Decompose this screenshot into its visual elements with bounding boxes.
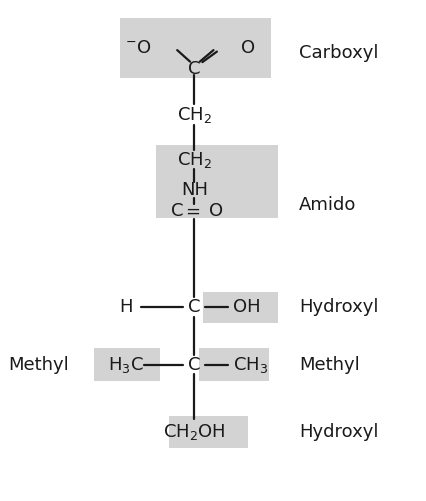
- Text: Hydroxyl: Hydroxyl: [298, 298, 377, 316]
- Text: $^{-}$O: $^{-}$O: [125, 39, 151, 57]
- Text: CH$_3$: CH$_3$: [232, 355, 268, 375]
- Text: NH: NH: [180, 181, 207, 199]
- Text: Methyl: Methyl: [9, 356, 69, 374]
- Bar: [198, 348, 268, 381]
- Bar: [119, 18, 271, 78]
- Text: CH$_2$OH: CH$_2$OH: [163, 422, 225, 442]
- Text: CH$_2$: CH$_2$: [176, 105, 211, 125]
- Text: O: O: [209, 202, 223, 220]
- Bar: [155, 145, 277, 218]
- Bar: [168, 416, 247, 448]
- Text: Carboxyl: Carboxyl: [298, 44, 377, 62]
- Text: Hydroxyl: Hydroxyl: [298, 423, 377, 441]
- Text: CH$_2$: CH$_2$: [176, 150, 211, 170]
- Text: H: H: [119, 298, 132, 316]
- Text: C: C: [187, 356, 200, 374]
- Text: OH: OH: [232, 298, 260, 316]
- Text: O: O: [241, 39, 255, 57]
- Text: C: C: [187, 60, 200, 78]
- Text: Amido: Amido: [298, 196, 355, 214]
- Text: H$_3$C: H$_3$C: [108, 355, 144, 375]
- Text: Methyl: Methyl: [298, 356, 359, 374]
- Text: C: C: [187, 298, 200, 316]
- Text: C: C: [170, 202, 183, 220]
- Text: =: =: [184, 202, 199, 220]
- Bar: [94, 348, 160, 381]
- Bar: [202, 292, 277, 323]
